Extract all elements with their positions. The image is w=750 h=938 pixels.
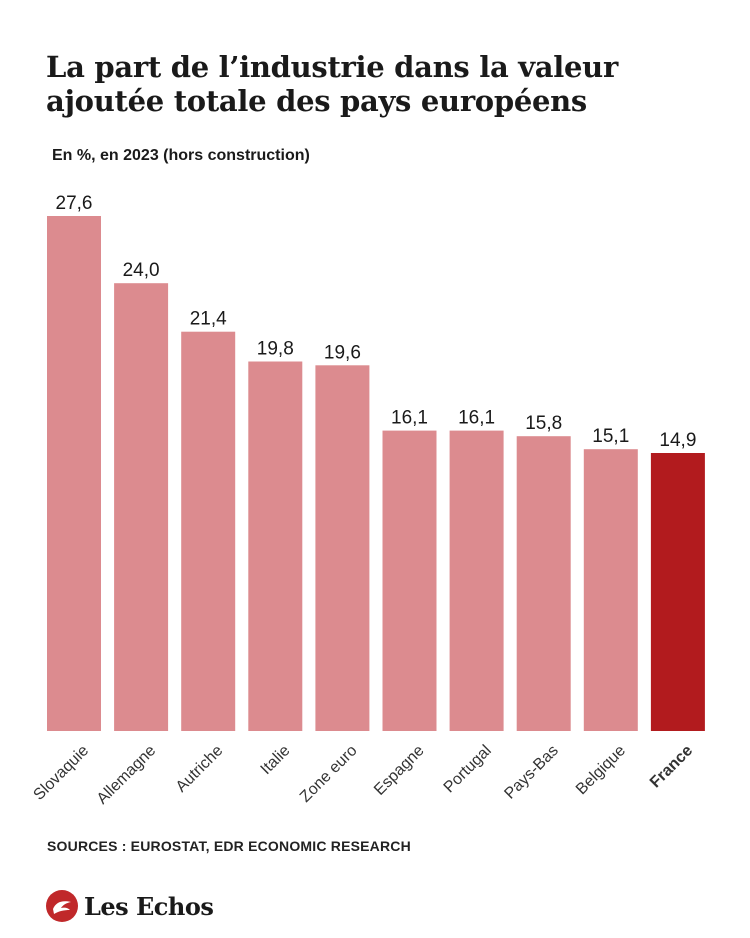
value-label-france: 14,9 [659, 430, 696, 451]
value-label-belgique: 15,1 [592, 426, 629, 447]
category-label-pays-bas: Pays-Bas [501, 742, 561, 802]
bar-chart: 27,6 Slovaquie 24,0 Allemagne 21,4 Autriche 19… [30, 193, 705, 808]
value-label-portugal: 16,1 [458, 408, 495, 429]
bar-autriche [181, 331, 236, 731]
category-label-espagne: Espagne [371, 742, 428, 799]
value-label-pays-bas: 15,8 [525, 413, 562, 434]
bar-pays-bas [516, 436, 571, 731]
value-label-allemagne: 24,0 [123, 260, 160, 281]
bar-zone-euro [315, 365, 370, 731]
les-echos-logo-icon [46, 890, 78, 922]
category-label-france: France [647, 742, 696, 791]
source-note: SOURCES : EUROSTAT, EDR ECONOMIC RESEARC… [47, 838, 411, 854]
category-label-italie: Italie [258, 742, 294, 778]
bar-france [650, 453, 705, 731]
category-label-zone-euro: Zone euro [297, 742, 361, 806]
value-label-slovaquie: 27,6 [56, 193, 93, 214]
category-label-autriche: Autriche [173, 742, 227, 796]
logo-text: Les Echos [84, 891, 214, 921]
bar-allemagne [114, 283, 169, 731]
les-echos-logo: Les Echos [46, 888, 214, 924]
bar-belgique [583, 449, 638, 731]
chart-subtitle: En %, en 2023 (hors construction) [52, 147, 310, 164]
category-label-allemagne: Allemagne [94, 742, 160, 808]
chart-title: La part de l’industrie dans la valeur aj… [46, 50, 618, 118]
category-label-slovaquie: Slovaquie [30, 742, 92, 804]
value-label-italie: 19,8 [257, 339, 294, 360]
bar-espagne [382, 430, 437, 731]
bar-portugal [449, 430, 504, 731]
category-label-portugal: Portugal [441, 742, 495, 796]
value-label-autriche: 21,4 [190, 309, 227, 330]
bar-slovaquie [47, 216, 101, 731]
value-label-zone-euro: 19,6 [324, 342, 361, 363]
category-label-belgique: Belgique [573, 742, 629, 798]
bar-italie [248, 361, 303, 731]
value-label-espagne: 16,1 [391, 408, 428, 429]
